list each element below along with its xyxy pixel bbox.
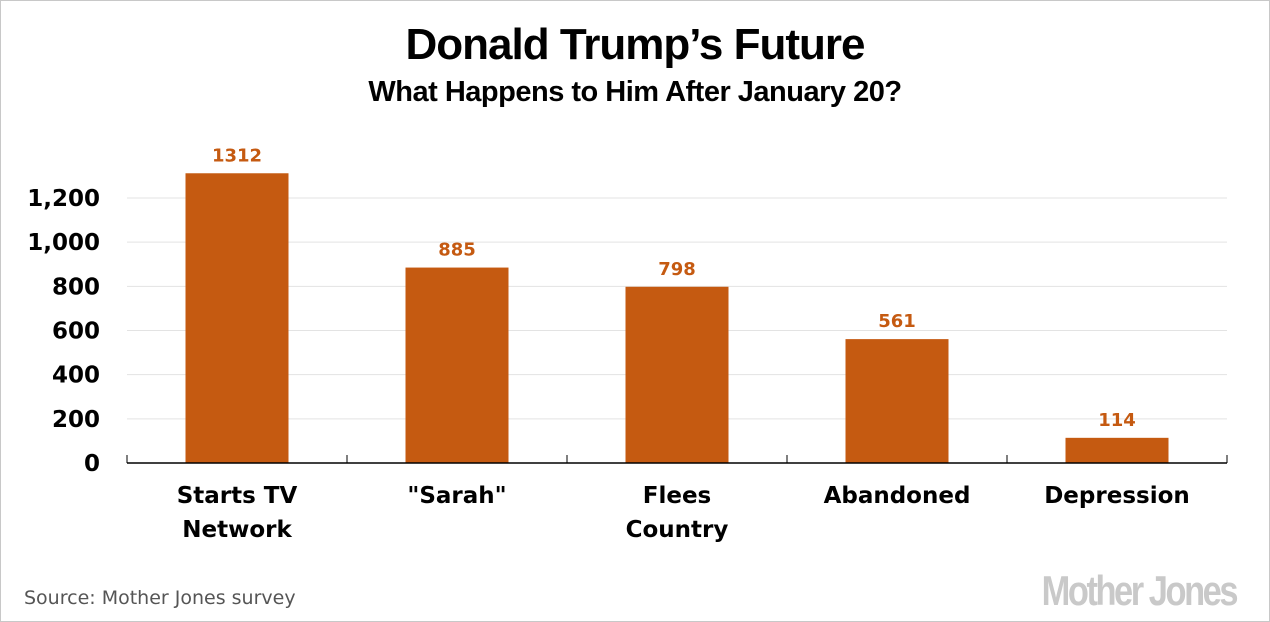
x-tick-label: Network (182, 517, 292, 543)
data-label: 1312 (212, 145, 262, 166)
bar (405, 267, 509, 463)
x-tick-label: Starts TV (177, 483, 298, 509)
y-tick-label: 200 (52, 407, 100, 433)
data-labels: 1312 885 798 561 114 (212, 145, 1136, 431)
chart-subtitle: What Happens to Him After January 20? (368, 76, 902, 108)
mother-jones-logo: Mother Jones (1041, 567, 1239, 614)
y-tick-label: 800 (52, 274, 100, 300)
y-tick-label: 1,000 (27, 230, 100, 256)
x-tick-label: Abandoned (824, 483, 971, 509)
y-tick-label: 1,200 (27, 186, 100, 212)
x-axis (126, 455, 1228, 464)
x-tick-label: Flees (643, 483, 711, 509)
bar (1065, 437, 1169, 463)
y-tick-label: 600 (52, 319, 100, 345)
data-label: 798 (658, 259, 696, 280)
x-tick-label: Depression (1044, 483, 1190, 509)
y-axis-ticks: 0 200 400 600 800 1,000 1,200 (27, 186, 100, 477)
data-label: 885 (438, 240, 476, 261)
x-tick-label: "Sarah" (407, 483, 506, 509)
chart-title: Donald Trump’s Future (405, 20, 866, 69)
x-axis-labels: Starts TV Network "Sarah" Flees Country Aband… (177, 483, 1190, 543)
y-tick-label: 400 (52, 363, 100, 389)
y-tick-label: 0 (84, 451, 100, 477)
bars (185, 173, 1169, 463)
source-note: Source: Mother Jones survey (24, 587, 296, 609)
data-label: 561 (878, 311, 916, 332)
bar (185, 173, 289, 463)
data-label: 114 (1098, 410, 1136, 431)
bar (845, 339, 949, 463)
bar (625, 286, 729, 463)
x-tick-label: Country (626, 517, 729, 543)
